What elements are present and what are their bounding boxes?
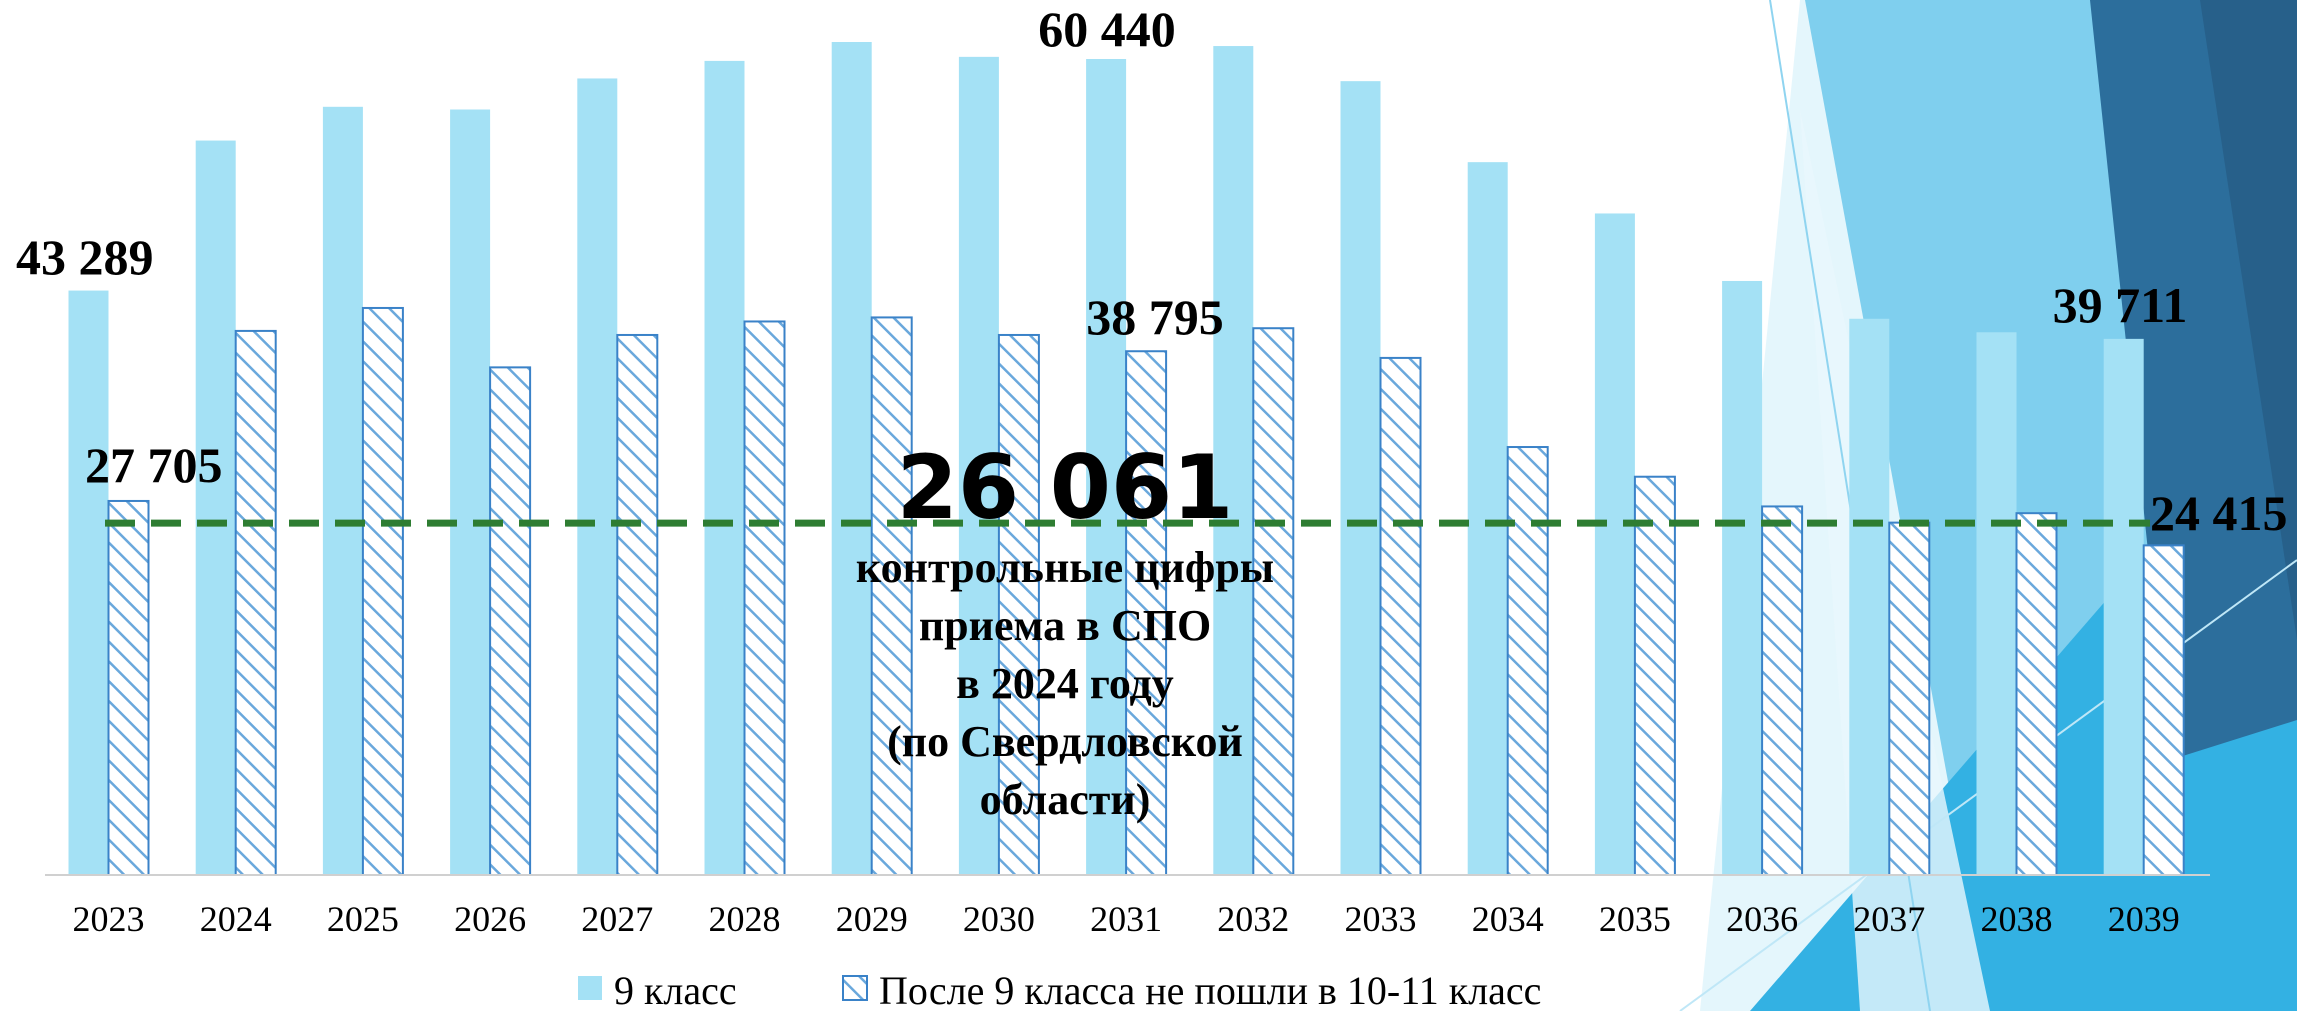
bar-9-class-2025 — [322, 106, 363, 875]
x-tick-2029: 2029 — [836, 899, 908, 939]
x-tick-2028: 2028 — [709, 899, 781, 939]
decor-shape-navy — [2200, 0, 2297, 640]
bar-after-9-2031 — [1125, 350, 1168, 876]
bar-9-class-2026 — [450, 109, 491, 876]
bar-9-class-2023 — [68, 290, 109, 875]
x-tick-2026: 2026 — [454, 899, 526, 939]
bar-9-class-2036 — [1722, 280, 1763, 875]
x-tick-2036: 2036 — [1726, 899, 1798, 939]
bar-9-class-2032 — [1213, 46, 1254, 876]
x-tick-2024: 2024 — [200, 899, 272, 939]
x-tick-labels: 2023 2024 2025 2026 2027 2028 2029 2030 2031 2032… — [73, 899, 2180, 939]
x-tick-2039: 2039 — [2108, 899, 2180, 939]
bar-9-class-2035 — [1594, 213, 1635, 875]
bar-after-9-2034 — [1506, 446, 1549, 876]
x-tick-2030: 2030 — [963, 899, 1035, 939]
data-label-9-class-2023: 43 289 — [16, 229, 154, 285]
bar-after-9-2030 — [997, 333, 1040, 876]
bar-9-class-2031 — [1086, 59, 1127, 875]
reference-caption-line-3: в 2024 году — [956, 659, 1174, 708]
bar-after-9-2026 — [489, 366, 532, 876]
reference-caption-line-5: области) — [980, 775, 1151, 824]
data-label-after-9-2023: 27 705 — [85, 437, 223, 493]
bar-9-class-2038 — [1976, 332, 2017, 875]
bar-9-class-2039 — [2103, 338, 2144, 875]
bar-9-class-2034 — [1467, 162, 1508, 875]
data-label-after-9-2039: 24 415 — [2150, 485, 2288, 541]
x-tick-2027: 2027 — [581, 899, 653, 939]
x-tick-2023: 2023 — [73, 899, 145, 939]
bar-9-class-2030 — [958, 56, 999, 875]
bar-after-9-2023 — [107, 499, 150, 876]
x-tick-2037: 2037 — [1853, 899, 1925, 939]
bar-after-9-2028 — [743, 320, 786, 876]
bar-after-9-2037 — [1888, 521, 1931, 876]
legend: 9 класс После 9 класса не пошли в 10-11 … — [578, 968, 1541, 1011]
bar-9-class-2028 — [704, 60, 745, 876]
reference-caption-line-4: (по Свердловской — [887, 717, 1243, 766]
x-tick-2025: 2025 — [327, 899, 399, 939]
legend-label-9-class: 9 класс — [614, 968, 737, 1011]
bar-after-9-2036 — [1761, 505, 1804, 876]
legend-label-after-9: После 9 класса не пошли в 10-11 класс — [879, 968, 1541, 1011]
legend-swatch-after-9 — [842, 975, 868, 1001]
reference-caption-line-1: контрольные цифры — [856, 543, 1274, 592]
bar-after-9-2039 — [2142, 544, 2185, 876]
data-labels: 43 289 27 705 60 440 38 795 39 711 24 415 — [16, 1, 2288, 541]
x-tick-2033: 2033 — [1345, 899, 1417, 939]
x-tick-2031: 2031 — [1090, 899, 1162, 939]
reference-caption-line-2: приема в СПО — [919, 601, 1211, 650]
x-tick-2038: 2038 — [1981, 899, 2053, 939]
legend-swatch-9-class — [578, 976, 602, 1000]
x-tick-2032: 2032 — [1217, 899, 1289, 939]
bar-after-9-2032 — [1252, 327, 1295, 877]
x-tick-2035: 2035 — [1599, 899, 1671, 939]
bar-9-class-2027 — [577, 78, 618, 875]
bars-group — [68, 42, 2185, 877]
bar-after-9-2033 — [1379, 356, 1422, 877]
bar-after-9-2038 — [2015, 512, 2058, 876]
data-label-9-class-2031: 60 440 — [1038, 1, 1176, 57]
reference-caption: контрольные цифры приема в СПО в 2024 году… — [856, 543, 1274, 824]
bar-9-class-2029 — [831, 42, 872, 875]
bar-after-9-2027 — [616, 333, 659, 876]
bar-9-class-2037 — [1849, 318, 1890, 875]
bar-after-9-2035 — [1633, 475, 1676, 876]
reference-value-label: 26 061 — [897, 436, 1234, 539]
bar-after-9-2025 — [361, 306, 404, 877]
x-tick-2034: 2034 — [1472, 899, 1544, 939]
bar-9-class-2024 — [195, 140, 236, 875]
data-label-after-9-2031: 38 795 — [1086, 289, 1224, 345]
bar-9-class-2033 — [1340, 81, 1381, 876]
bar-after-9-2029 — [870, 316, 913, 877]
bar-after-9-2024 — [234, 329, 277, 876]
data-label-9-class-2039: 39 711 — [2053, 277, 2188, 333]
